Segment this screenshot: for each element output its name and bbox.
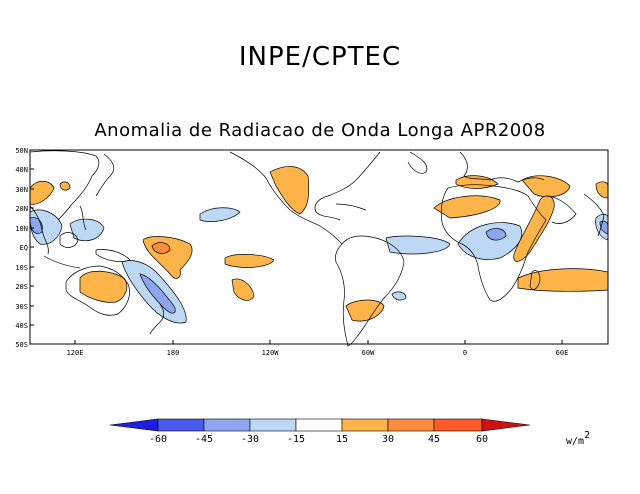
lat-label-50s: 50S	[15, 341, 28, 349]
anomaly-positive-region	[59, 181, 71, 191]
colorbar	[109, 418, 531, 432]
longitude-ticks	[74, 340, 563, 344]
colorbar-label: 30	[381, 434, 395, 445]
lat-label-30n: 30N	[15, 186, 28, 194]
coastline-borneo	[59, 232, 79, 248]
coastline-australia	[65, 265, 130, 316]
colorbar-segment	[481, 418, 531, 432]
lat-label-20n: 20N	[15, 205, 28, 213]
coastline-java	[43, 255, 81, 269]
colorbar-segment	[387, 418, 435, 432]
colorbar-segment	[109, 418, 159, 432]
coastline-africa	[440, 184, 547, 302]
anomaly-positive-region	[231, 278, 255, 301]
coastline-greenland	[407, 151, 428, 174]
coastline-caribbean	[335, 203, 367, 211]
units-exponent: 2	[584, 430, 591, 441]
anomaly-positive-region	[269, 166, 310, 215]
lon-label-120e: 120E	[66, 349, 84, 357]
map-title: Anomalia de Radiacao de Onda Longa APR20…	[94, 120, 546, 141]
anomaly-negative-region	[485, 228, 507, 241]
anomaly-negative-region	[139, 273, 176, 314]
anomaly-negative-region	[391, 291, 407, 301]
lat-label-eq: EQ	[19, 244, 28, 252]
anomaly-negative-region	[457, 222, 523, 260]
lat-label-40s: 40S	[15, 322, 28, 330]
anomaly-positive-region	[79, 270, 128, 303]
colorbar-label: -45	[194, 434, 214, 445]
coastline-madagascar	[529, 270, 541, 290]
coastline-layer	[29, 150, 605, 347]
anomaly-negative-region	[69, 218, 105, 242]
colorbar-label: -15	[286, 434, 306, 445]
coastline-japan	[95, 153, 115, 197]
coastline-north-america-east	[314, 151, 381, 221]
lat-label-30s: 30S	[15, 303, 28, 311]
colorbar-segment	[433, 418, 483, 432]
coastline-new-guinea	[95, 249, 131, 262]
anomaly-layer	[29, 166, 609, 324]
colorbar-label: 60	[475, 434, 489, 445]
colorbar-segment	[157, 418, 205, 432]
colorbar-label: 45	[427, 434, 441, 445]
anomaly-positive-region	[345, 299, 385, 322]
org-title: INPE/CPTEC	[238, 42, 402, 72]
anomaly-positive-region	[433, 195, 501, 219]
coastline-new-zealand	[149, 303, 165, 335]
coastline-europe	[459, 151, 545, 183]
units-base: w/m	[566, 436, 585, 447]
lat-label-10s: 10S	[15, 264, 28, 272]
coastline-indochina	[29, 205, 49, 255]
coastline-arabia	[545, 195, 577, 224]
anomaly-negative-region	[199, 207, 241, 222]
colorbar-segment	[295, 418, 343, 432]
lat-label-10n: 10N	[15, 225, 28, 233]
coastline-india	[583, 193, 605, 237]
latitude-ticks	[30, 149, 34, 345]
anomaly-negative-region	[29, 209, 63, 245]
lat-label-50n: 50N	[15, 147, 28, 155]
lon-label-0: 0	[462, 349, 468, 357]
anomaly-positive-region	[224, 254, 275, 268]
lon-label-180: 180	[166, 349, 180, 357]
colorbar-label: 15	[335, 434, 349, 445]
colorbar-segment	[203, 418, 251, 432]
lon-label-120w: 120W	[261, 349, 279, 357]
anomaly-positive-region	[455, 175, 499, 189]
units-label: w/m2	[566, 430, 590, 447]
anomaly-positive-region	[29, 180, 55, 205]
anomaly-positive-region	[151, 242, 171, 254]
colorbar-label: -30	[240, 434, 260, 445]
coastline-east-asia	[29, 150, 100, 221]
lat-label-40n: 40N	[15, 166, 28, 174]
coastline-north-america-west	[229, 151, 343, 245]
anomaly-positive-region	[517, 268, 609, 292]
colorbar-segment	[249, 418, 297, 432]
lon-label-60e: 60E	[555, 349, 569, 357]
anomaly-positive-region	[521, 175, 571, 198]
coastline-philippines	[79, 205, 87, 231]
anomaly-negative-region	[385, 235, 451, 255]
coastline-south-america	[335, 235, 405, 347]
lon-label-60w: 60W	[361, 349, 375, 357]
anomaly-positive-region	[595, 181, 609, 199]
colorbar-segment	[341, 418, 389, 432]
lat-label-20s: 20S	[15, 283, 28, 291]
colorbar-label: -60	[148, 434, 168, 445]
